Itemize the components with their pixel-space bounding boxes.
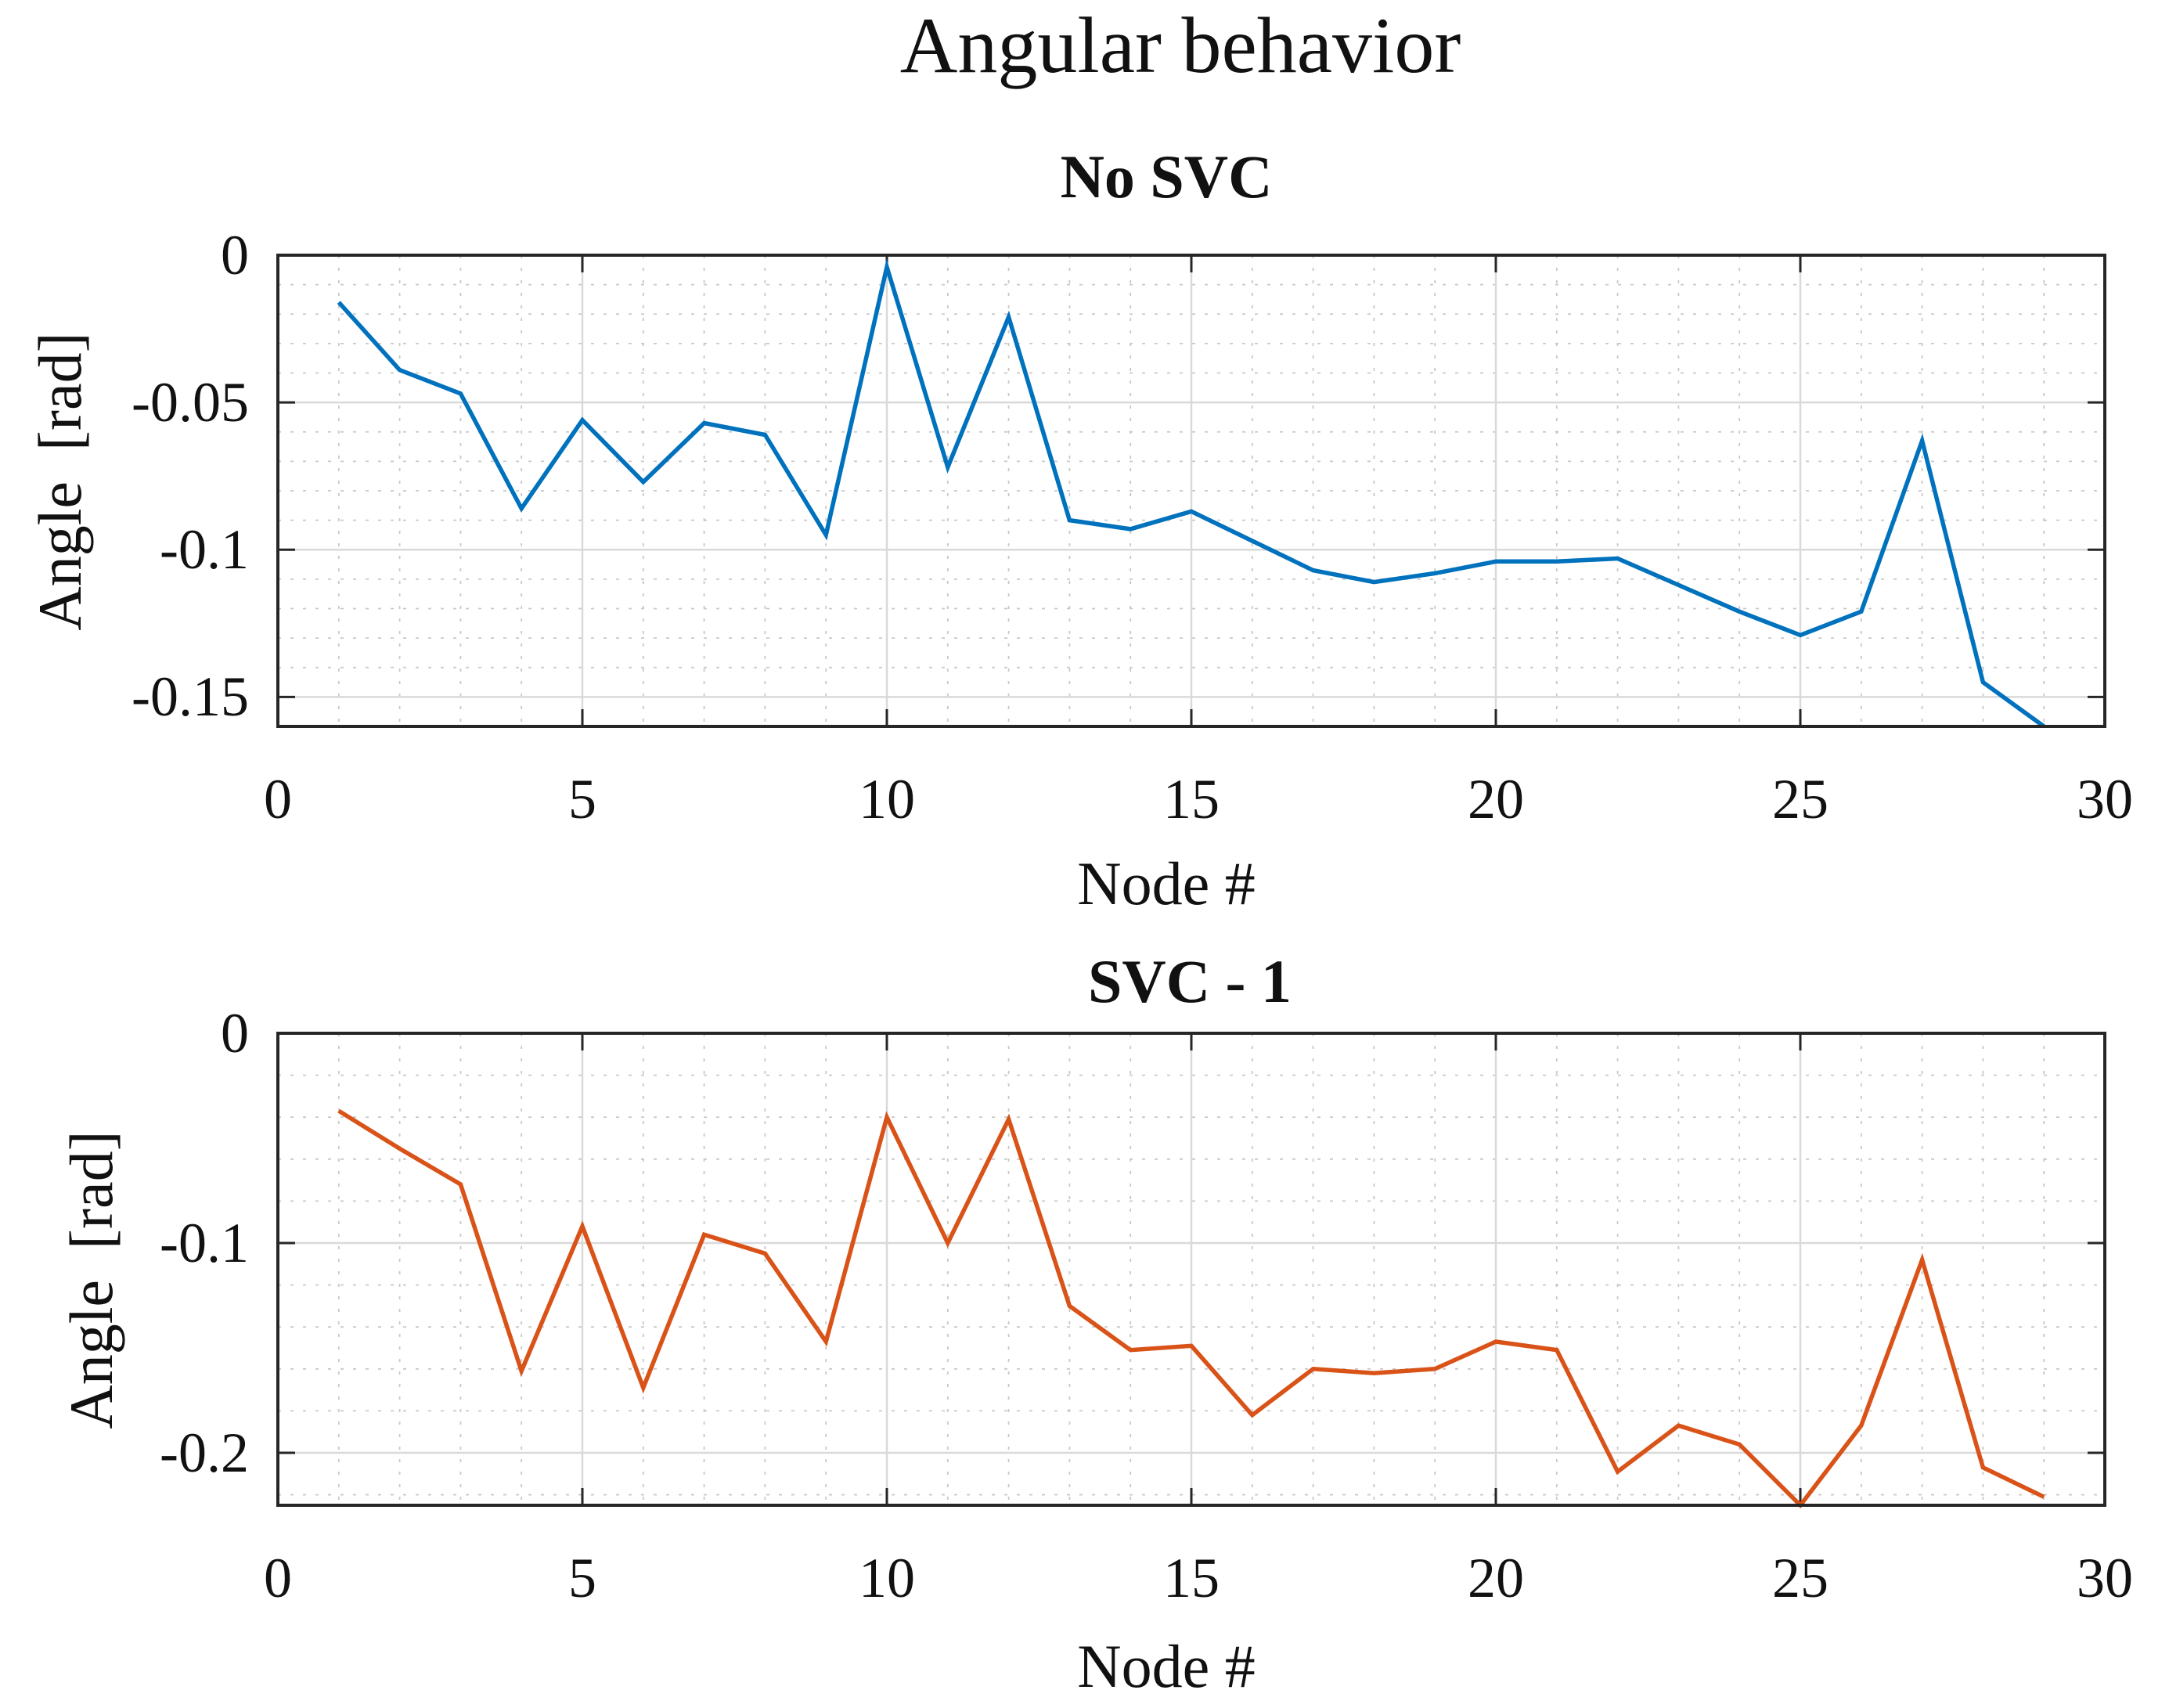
x-tick-label: 15 (1163, 768, 1220, 831)
x-tick-label: 15 (1163, 1547, 1220, 1609)
subplot-no-svc: No SVC 0 5 10 15 20 25 30 0 -0.05 -0.1 -… (26, 142, 2133, 917)
x-tick-label: 20 (1468, 1547, 1524, 1609)
figure-title: Angular behavior (900, 2, 1461, 90)
y-tick-label: -0.2 (160, 1422, 249, 1484)
plot-area-frame (276, 1032, 2106, 1507)
y-tick-labels: 0 -0.05 -0.1 -0.15 (132, 224, 249, 728)
x-tick-label: 5 (568, 768, 596, 831)
y-tick-label: -0.1 (160, 1212, 249, 1274)
y-tick-label: -0.1 (160, 518, 249, 581)
x-tick-label: 10 (859, 1547, 915, 1609)
x-tick-label: 25 (1772, 1547, 1829, 1609)
x-tick-label: 0 (264, 1547, 292, 1609)
x-tick-label: 0 (264, 768, 292, 831)
y-tick-label: -0.15 (132, 665, 249, 728)
grid-major-group (278, 255, 2105, 726)
plot-area-frame (276, 254, 2106, 728)
y-tick-label: 0 (221, 224, 249, 286)
y-tick-label: 0 (221, 1002, 249, 1065)
y-axis-label: Angle [rad] (57, 1130, 125, 1429)
x-tick-labels: 0 5 10 15 20 25 30 (264, 768, 2133, 831)
subplot-svc-1: SVC - 1 0 5 10 15 20 25 30 0 -0.1 -0.2 N… (57, 947, 2133, 1700)
series-line-no-svc (337, 258, 2045, 729)
y-axis-label: Angle [rad] (26, 332, 94, 630)
x-tick-label: 20 (1468, 768, 1524, 831)
x-axis-label: Node # (1077, 849, 1255, 917)
y-tick-label: -0.05 (132, 371, 249, 434)
y-tick-labels: 0 -0.1 -0.2 (160, 1002, 249, 1484)
subplot-title: No SVC (1061, 142, 1273, 211)
x-tick-label: 30 (2077, 768, 2133, 831)
x-tick-label: 5 (568, 1547, 596, 1609)
x-tick-label: 25 (1772, 768, 1829, 831)
x-tick-labels: 0 5 10 15 20 25 30 (264, 1547, 2133, 1609)
x-axis-label: Node # (1077, 1632, 1255, 1700)
series-line-svc-1 (337, 1108, 2045, 1509)
grid-major-group (278, 1033, 2105, 1505)
subplot-title: SVC - 1 (1088, 947, 1292, 1015)
x-tick-label: 30 (2077, 1547, 2133, 1609)
x-tick-label: 10 (859, 768, 915, 831)
